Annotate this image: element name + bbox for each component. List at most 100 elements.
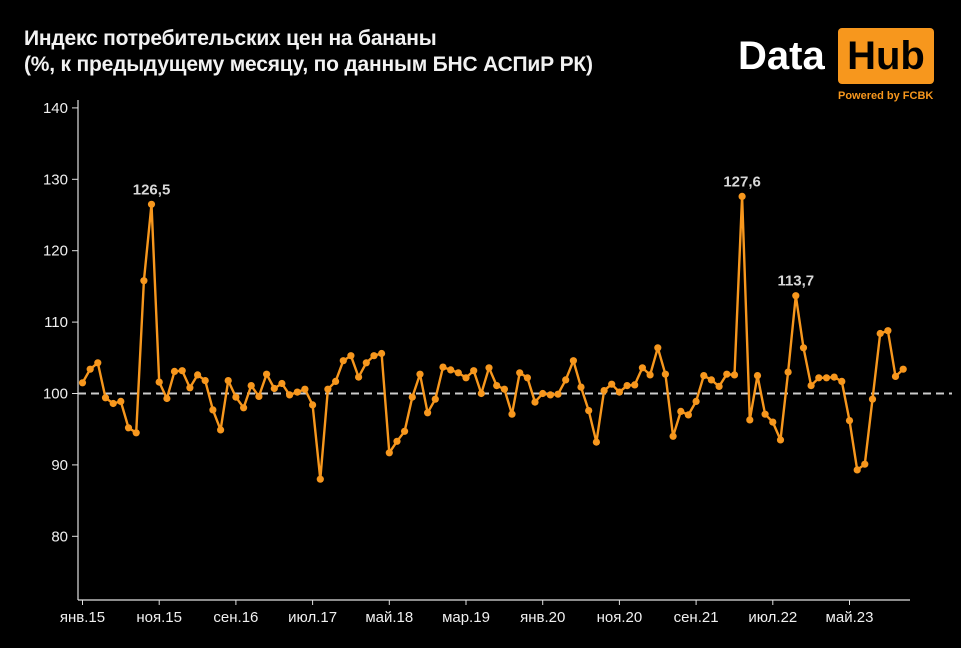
data-point	[539, 389, 547, 398]
data-point	[194, 371, 202, 379]
data-label: 113,7	[777, 273, 814, 290]
data-point	[378, 349, 386, 358]
data-point	[324, 385, 332, 393]
data-point	[493, 382, 501, 390]
data-point	[124, 424, 133, 432]
data-point	[861, 460, 869, 468]
x-tick-label: мар.19	[442, 609, 490, 626]
data-point	[86, 365, 94, 373]
data-point	[186, 384, 194, 392]
data-point	[845, 417, 854, 425]
data-point	[661, 370, 670, 378]
data-point	[500, 385, 508, 393]
data-point	[109, 399, 117, 408]
x-tick-label: янв.15	[60, 609, 105, 626]
data-point	[585, 407, 593, 415]
data-point	[224, 377, 232, 385]
data-point	[385, 449, 393, 457]
data-point	[140, 277, 148, 285]
data-point	[669, 432, 677, 440]
data-point	[78, 379, 87, 387]
data-point	[309, 401, 317, 409]
data-point	[715, 382, 723, 390]
data-point	[424, 409, 432, 417]
data-point	[700, 372, 708, 380]
logo-word-hub: Hub	[838, 28, 934, 84]
x-tick-label: июл.17	[288, 609, 337, 626]
data-point	[240, 404, 248, 412]
x-tick-label: янв.20	[520, 609, 565, 626]
data-point	[255, 392, 263, 400]
data-point	[646, 371, 654, 379]
data-point	[339, 357, 347, 365]
x-tick-label: сен.16	[213, 609, 258, 626]
data-point	[738, 192, 746, 200]
data-point	[401, 427, 409, 435]
data-point	[891, 372, 900, 380]
data-point	[638, 364, 647, 372]
logo-word-data: Data	[738, 34, 825, 78]
data-point	[286, 391, 294, 399]
data-point	[163, 394, 171, 403]
y-tick-label: 80	[51, 528, 68, 545]
data-point	[508, 410, 516, 418]
data-point	[853, 466, 861, 474]
data-point	[730, 371, 739, 379]
data-point	[263, 370, 271, 378]
data-point	[769, 418, 777, 426]
data-point	[462, 374, 470, 382]
data-point	[362, 359, 370, 367]
data-point	[155, 378, 163, 386]
data-point	[884, 327, 892, 335]
data-point	[523, 374, 532, 382]
data-point	[209, 406, 217, 414]
logo-powered-by: Powered by FCBK	[838, 90, 934, 102]
data-point	[753, 372, 762, 380]
x-tick-label: ноя.20	[597, 609, 643, 626]
y-tick-label: 110	[44, 314, 68, 331]
x-tick-label: сен.21	[674, 609, 719, 626]
data-point	[876, 329, 884, 338]
data-point	[201, 377, 209, 385]
data-point	[416, 370, 424, 378]
data-point	[623, 382, 631, 390]
data-point	[470, 367, 478, 375]
chart-title: Индекс потребительских цен на бананы (%,…	[24, 26, 593, 78]
data-point	[815, 374, 823, 382]
data-point	[838, 377, 846, 385]
data-point	[454, 369, 462, 377]
data-point	[147, 200, 156, 208]
chart-title-line1: Индекс потребительских цен на бананы	[24, 27, 437, 50]
data-point	[232, 393, 240, 401]
data-point	[554, 390, 562, 398]
data-point	[431, 395, 439, 403]
data-point	[94, 359, 102, 367]
data-point	[631, 381, 639, 389]
data-point	[393, 437, 401, 445]
data-point	[531, 398, 539, 406]
data-point	[723, 370, 731, 378]
data-point	[562, 376, 570, 384]
y-tick-label: 120	[43, 243, 68, 260]
data-point	[615, 388, 624, 396]
data-point	[799, 344, 808, 352]
data-point	[447, 366, 455, 374]
y-tick-label: 140	[43, 100, 68, 117]
y-tick-label: 90	[51, 457, 68, 474]
datahub-logo: Data Hub Powered by FCBK	[738, 28, 938, 108]
data-point	[332, 377, 340, 385]
data-point	[301, 385, 309, 393]
data-point	[247, 382, 255, 390]
data-point	[170, 367, 179, 375]
data-point	[546, 391, 555, 399]
data-point	[684, 411, 693, 419]
data-point	[178, 367, 186, 375]
data-label: 126,5	[133, 181, 171, 198]
x-tick-label: май.23	[826, 609, 874, 626]
data-point	[677, 407, 685, 415]
data-point	[485, 364, 493, 372]
x-tick-label: май.18	[365, 609, 413, 626]
data-point	[577, 383, 585, 391]
data-point	[807, 382, 815, 390]
data-point	[408, 393, 416, 401]
